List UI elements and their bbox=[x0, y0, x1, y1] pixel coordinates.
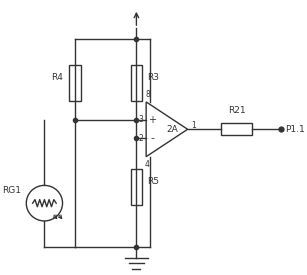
Text: 3: 3 bbox=[138, 115, 143, 124]
Text: R21: R21 bbox=[228, 106, 246, 115]
Text: 4: 4 bbox=[145, 160, 150, 169]
Bar bbox=[69, 65, 81, 101]
Text: 2: 2 bbox=[138, 134, 143, 142]
Text: P1.1: P1.1 bbox=[286, 125, 305, 134]
Text: +: + bbox=[148, 115, 156, 125]
Text: 1: 1 bbox=[191, 121, 196, 130]
Text: 8: 8 bbox=[145, 90, 150, 99]
Text: -: - bbox=[150, 133, 154, 143]
Text: R5: R5 bbox=[147, 177, 159, 186]
Bar bbox=[131, 65, 142, 101]
Text: R3: R3 bbox=[147, 73, 159, 82]
Bar bbox=[131, 169, 142, 205]
Text: 2A: 2A bbox=[167, 125, 178, 134]
Bar bbox=[221, 123, 252, 135]
Text: R4: R4 bbox=[51, 73, 63, 82]
Text: RG1: RG1 bbox=[2, 186, 21, 195]
